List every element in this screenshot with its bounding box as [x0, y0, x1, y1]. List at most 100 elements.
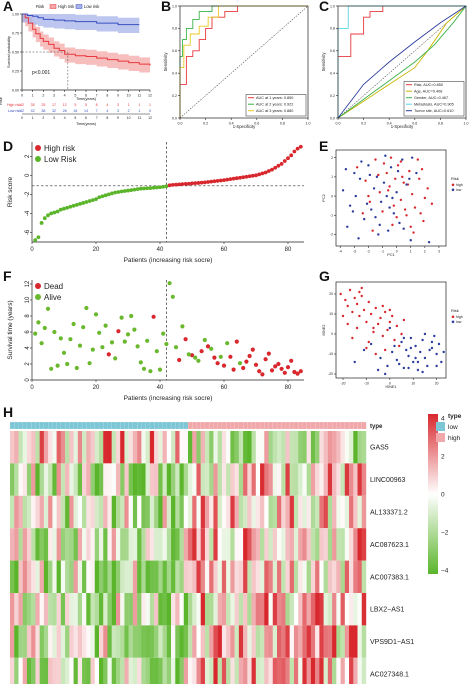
y-tick-label: 0.2 — [172, 94, 177, 98]
annotation-cell — [14, 421, 19, 430]
heatmap-cell — [94, 657, 100, 684]
point-high — [403, 208, 407, 211]
heatmap-cell — [149, 657, 155, 684]
heatmap-cell — [120, 528, 125, 561]
heatmap-cell — [323, 463, 329, 496]
point-low — [409, 336, 413, 340]
annotation-cell — [128, 421, 134, 430]
point-high — [419, 212, 422, 215]
heatmap-cell — [149, 625, 155, 658]
heatmap-cell — [162, 463, 168, 496]
point-high — [360, 294, 363, 298]
point-high-risk — [186, 181, 191, 186]
point-low — [346, 225, 349, 228]
heatmap-cell — [298, 657, 303, 684]
point-high-risk — [276, 163, 281, 168]
heatmap-cell — [158, 463, 163, 496]
x-tick-label: 0.4 — [229, 122, 234, 126]
heatmap-cell — [260, 625, 265, 658]
heatmap-cell — [204, 431, 210, 464]
heatmap-cell — [124, 431, 129, 464]
heatmap-cell — [230, 657, 235, 684]
heatmap-cell — [247, 625, 252, 658]
heatmap-cell — [340, 657, 346, 684]
tsne-chart: -20 -10 0 10 20 -20 -10 0 10 20 tSNE1 tSNE2 Risk high… — [322, 281, 463, 389]
heatmap-cell — [268, 560, 273, 593]
heatmap-cell — [255, 495, 261, 529]
annotation-cell — [73, 421, 79, 430]
heatmap-cell — [204, 593, 210, 626]
point-low-risk — [33, 238, 38, 242]
point-high — [339, 292, 342, 296]
heatmap-cell — [332, 495, 337, 529]
heatmap-cell — [162, 593, 168, 626]
heatmap-cell — [158, 657, 163, 684]
point-low-risk — [39, 221, 44, 225]
heatmap-cell — [302, 657, 307, 684]
heatmap-cell — [361, 528, 367, 561]
heatmap-cell — [209, 560, 214, 593]
point-high-risk — [228, 177, 233, 182]
heatmap-cell — [26, 625, 32, 658]
point-alive — [52, 329, 57, 335]
heatmap-cell — [99, 593, 104, 626]
heatmap-cell — [10, 560, 15, 593]
x-tick-label: 12 — [148, 94, 152, 98]
heatmap-cell — [52, 528, 57, 561]
heatmap-cell — [315, 495, 320, 529]
annotation-cell — [238, 421, 244, 430]
heatmap-cell — [56, 463, 62, 496]
heatmap-cell — [221, 625, 227, 658]
point-high-risk — [212, 179, 217, 184]
heatmap-cell — [103, 657, 108, 684]
risk-table-tick: 0 — [21, 116, 23, 120]
heatmap-cell — [154, 431, 159, 464]
heatmap-cell — [251, 560, 257, 593]
point-high-risk — [174, 182, 178, 187]
heatmap-cell — [260, 528, 265, 561]
point-low-risk — [103, 193, 108, 198]
point-alive — [186, 352, 191, 357]
heatmap-cell — [107, 657, 112, 684]
heatmap-cell — [35, 625, 40, 658]
heatmap-cell — [26, 463, 32, 496]
heatmap-cell — [310, 593, 316, 626]
scale-tick-label: −2 — [441, 530, 449, 537]
heatmap-cell — [260, 593, 265, 626]
point-high-risk — [270, 167, 274, 172]
row-label-vps9d1-as1: VPS9D1−AS1 — [370, 639, 414, 646]
annotation-cell — [149, 421, 155, 430]
heatmap-cell — [255, 431, 261, 464]
point-low — [365, 202, 369, 205]
point-low-risk — [110, 191, 114, 196]
annotation-cell — [166, 421, 172, 430]
point-low-risk — [116, 190, 121, 194]
heatmap-cell — [175, 463, 180, 496]
row-label-linc00963: LINC00963 — [370, 477, 406, 484]
point-dead — [282, 370, 287, 375]
heatmap-cell — [251, 431, 257, 464]
point-high-risk — [218, 178, 223, 183]
heatmap-cell — [86, 625, 91, 658]
point-low-risk — [84, 200, 89, 204]
heatmap-cell — [137, 528, 142, 561]
annotation-cell — [183, 421, 189, 430]
heatmap-cell — [149, 495, 155, 529]
y-tick-label: 1.00 — [12, 12, 19, 16]
point-dead — [298, 369, 303, 374]
heatmap-cell — [48, 625, 53, 658]
heatmap-cell — [154, 463, 159, 496]
x-tick-label: 0.2 — [361, 122, 366, 126]
point-high — [388, 308, 392, 312]
heatmap-cell — [162, 657, 168, 684]
point-high — [346, 304, 349, 308]
heatmap-cell — [327, 625, 333, 658]
heatmap-cell — [192, 463, 197, 496]
heatmap-cell — [124, 528, 129, 561]
km-curve-low-risk — [22, 13, 140, 26]
annotation-cell — [115, 421, 121, 430]
heatmap-cell — [357, 528, 362, 561]
point-dead — [116, 329, 121, 334]
point-low — [415, 171, 418, 175]
heatmap-cell — [340, 593, 346, 626]
